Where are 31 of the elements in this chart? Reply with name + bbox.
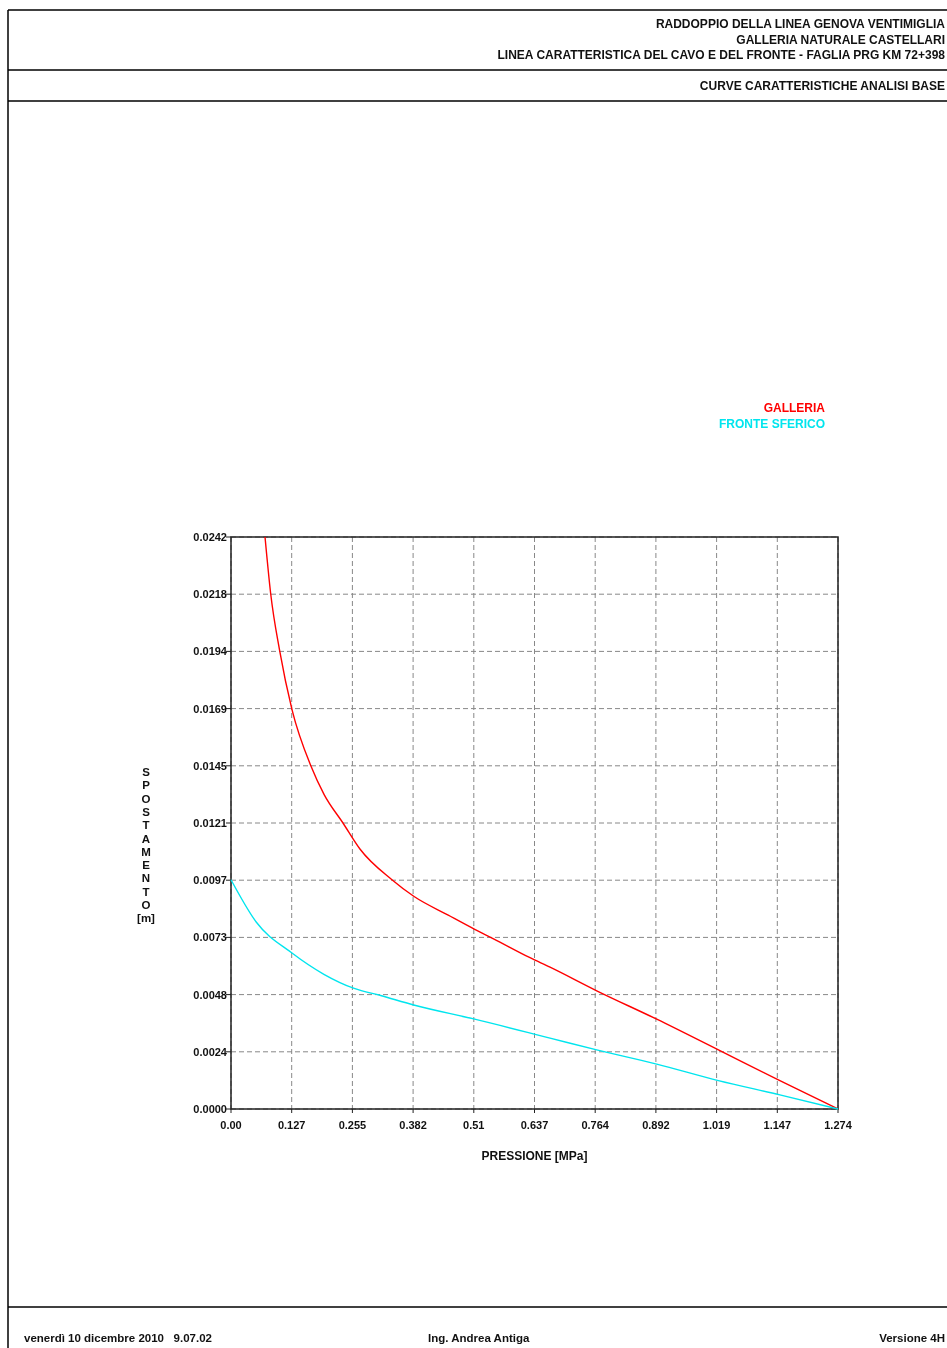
x-tick-label: 1.274 bbox=[824, 1119, 853, 1131]
y-tick-label: 0.0169 bbox=[193, 702, 227, 715]
x-tick-label: 1.019 bbox=[702, 1119, 731, 1131]
text: FRONTE SFERICO bbox=[718, 417, 825, 431]
chart-subtitle: CURVE CARATTERISTICHE ANALISI BASE bbox=[699, 79, 945, 93]
x-tick-label: 0.00 bbox=[220, 1119, 242, 1131]
text: venerdì 10 dicembre 2010 9.07.02 bbox=[24, 1332, 212, 1344]
text: GALLERIA bbox=[763, 401, 826, 415]
y-tick-label: 0.0121 bbox=[193, 817, 227, 829]
x-tick-label: 1.147 bbox=[763, 1119, 792, 1131]
x-tick-label: 0.637 bbox=[520, 1119, 549, 1131]
y-tick-label: 0.0048 bbox=[193, 988, 227, 1001]
text: Ing. Andrea Antiga bbox=[428, 1332, 530, 1344]
y-tick-label: 0.0073 bbox=[193, 931, 227, 944]
text: SPOSTAMENTO [m] bbox=[137, 766, 155, 925]
x-tick-label: 0.382 bbox=[399, 1119, 427, 1131]
y-tick-label: 0.0024 bbox=[193, 1045, 228, 1058]
x-tick-label: 0.764 bbox=[581, 1119, 610, 1131]
y-tick-label: 0.0242 bbox=[193, 531, 227, 543]
x-axis-title: PRESSIONE [MPa] bbox=[481, 1149, 588, 1163]
y-tick-label: 0.0097 bbox=[193, 874, 227, 887]
y-tick-label: 0.0145 bbox=[193, 759, 227, 772]
text: Versione 4H bbox=[879, 1332, 945, 1344]
y-tick-label: 0.0218 bbox=[193, 588, 227, 601]
x-tick-label: 0.51 bbox=[463, 1119, 485, 1131]
x-tick-label: 0.127 bbox=[277, 1119, 306, 1131]
x-tick-label: 0.892 bbox=[642, 1119, 670, 1131]
x-tick-label: 0.255 bbox=[338, 1119, 367, 1131]
y-tick-label: 0.0000 bbox=[193, 1103, 227, 1115]
y-tick-label: 0.0194 bbox=[193, 645, 228, 658]
chart-title: RADDOPPIO DELLA LINEA GENOVA VENTIMIGLIA GALLERIA NATURALE CASTELLARI LINEA CARATTERISTICA DEL CAVO E DEL FRONTE - FAGLIA PRG KM 72+398 bbox=[497, 17, 946, 62]
